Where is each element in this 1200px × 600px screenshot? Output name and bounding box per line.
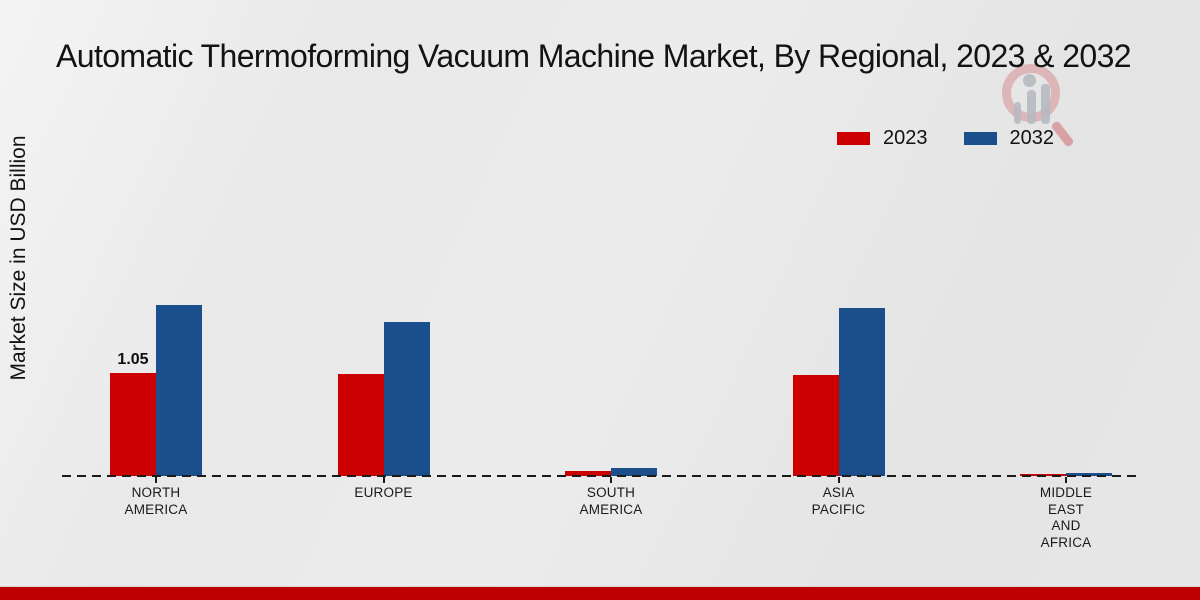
logo-bar-icon	[1041, 84, 1050, 124]
bar-2032-north-america	[156, 305, 202, 476]
x-axis-tick-south-america	[610, 477, 612, 483]
bar-2023-south-america	[565, 471, 611, 476]
market-research-watermark-logo	[998, 60, 1082, 156]
bar-2023-north-america	[110, 372, 156, 476]
bar-2023-asia-pacific	[792, 374, 839, 476]
bar-2032-asia-pacific	[838, 308, 885, 476]
legend: 2023 2032	[837, 127, 1054, 150]
legend-label-2032: 2032	[1009, 127, 1055, 149]
x-axis-tick-europe	[382, 477, 385, 483]
bar-2023-europe	[337, 373, 384, 476]
x-axis-label-europe: EUROPE	[354, 485, 413, 500]
bar-2032-middle-east-and-africa	[1066, 473, 1112, 476]
legend-swatch-2032	[963, 132, 997, 145]
x-axis-label-middle-east-and-africa: MIDDLE EAST AND AFRICA	[1039, 485, 1093, 550]
bar-2032-europe	[383, 321, 430, 476]
person-head-icon	[1023, 74, 1036, 87]
x-axis-tick-middle-east-and-africa	[1065, 477, 1067, 483]
x-axis-label-south-america: SOUTH AMERICA	[579, 485, 643, 517]
x-axis-tick-north-america	[155, 477, 157, 483]
chart-title: Automatic Thermoforming Vacuum Machine M…	[56, 38, 1132, 74]
logo-bar-icon	[1027, 90, 1036, 124]
x-axis-label-north-america: NORTH AMERICA	[124, 485, 188, 517]
legend-item-2023: 2023	[837, 127, 928, 150]
footer-divider	[0, 586, 1200, 587]
legend-swatch-2023	[837, 132, 870, 145]
y-axis-label: Market Size in USD Billion	[7, 135, 30, 381]
bar-2032-south-america	[611, 468, 657, 476]
x-axis-tick-asia-pacific	[837, 477, 840, 483]
zero-baseline-dashed	[62, 475, 1140, 477]
legend-label-2023: 2023	[883, 127, 928, 149]
legend-item-2032: 2032	[963, 127, 1055, 150]
logo-bar-icon	[1014, 102, 1021, 124]
bar-value-label: 1.05	[117, 351, 149, 368]
footer-red-bar	[0, 587, 1200, 600]
x-axis-label-asia-pacific: ASIA PACIFIC	[811, 485, 866, 517]
